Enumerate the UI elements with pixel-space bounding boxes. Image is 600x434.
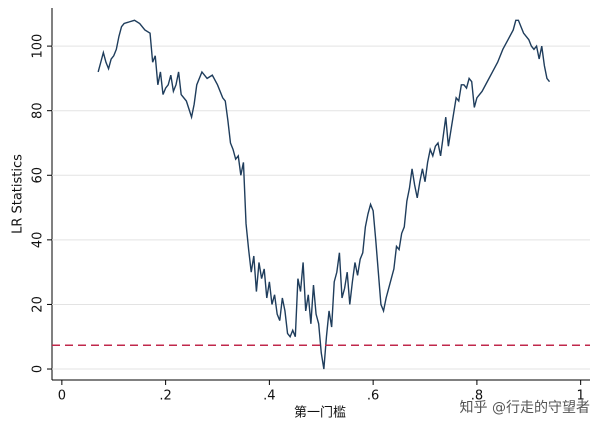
x-tick-label: .4 xyxy=(263,389,275,404)
x-tick-label: .6 xyxy=(367,389,379,404)
plot-area xyxy=(52,8,590,380)
x-tick-label: 1 xyxy=(577,389,585,404)
y-tick-label: 80 xyxy=(31,102,46,119)
x-tick-label: 0 xyxy=(58,389,66,404)
y-tick-label: 40 xyxy=(31,232,46,249)
y-tick-label: 20 xyxy=(31,296,46,313)
y-tick-label: 100 xyxy=(31,34,46,59)
y-tick-label: 60 xyxy=(31,167,46,184)
x-tick-label: .2 xyxy=(159,389,171,404)
y-axis-label: LR Statistics xyxy=(11,154,26,234)
watermark: 知乎 @行走的守望者 xyxy=(460,399,590,416)
x-tick-label: .8 xyxy=(471,389,483,404)
y-tick-label: 0 xyxy=(31,365,46,373)
data-line xyxy=(97,19,551,370)
x-axis-label: 第一门槛 xyxy=(294,406,346,421)
